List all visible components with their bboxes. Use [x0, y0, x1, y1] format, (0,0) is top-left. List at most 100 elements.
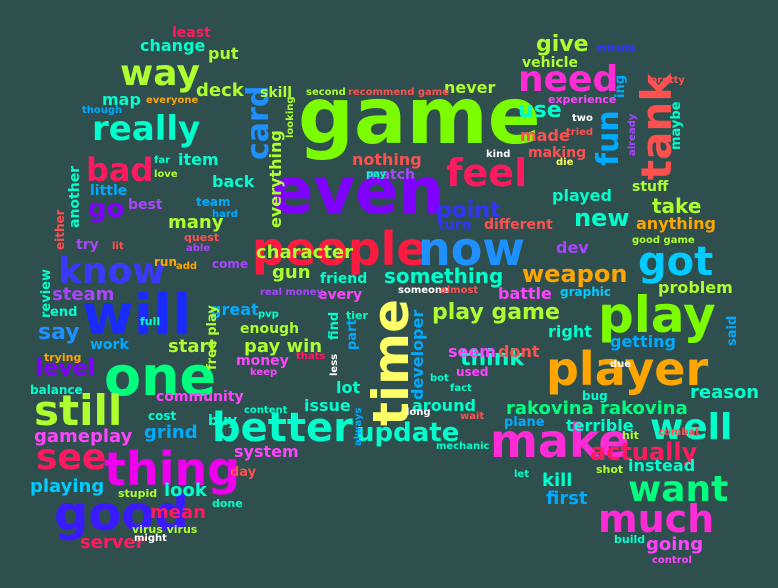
word: new: [574, 204, 630, 232]
word: system: [234, 442, 299, 461]
word: little: [90, 183, 128, 199]
word: match: [366, 167, 415, 183]
word: much: [598, 497, 715, 541]
word: around: [412, 396, 476, 415]
word: anything: [636, 214, 716, 233]
word: rakovina rakovina: [506, 398, 688, 419]
word: back: [212, 172, 255, 191]
word: quest: [184, 231, 219, 244]
word: point: [436, 198, 501, 223]
word: might: [134, 533, 167, 544]
word: part: [345, 319, 360, 350]
word: plane: [504, 415, 545, 430]
word: people: [252, 222, 428, 276]
word: everyone: [146, 95, 199, 106]
word: really: [92, 109, 201, 149]
word: make: [490, 414, 630, 468]
word: character: [256, 242, 354, 263]
word: played: [552, 186, 612, 205]
word: even: [270, 155, 445, 229]
word: find: [327, 311, 342, 340]
word: vehicle: [522, 55, 578, 71]
word: keep: [250, 367, 278, 378]
word: play game: [432, 300, 560, 325]
word: recommend game: [348, 87, 450, 98]
word: community: [156, 389, 244, 405]
word: lit: [112, 241, 124, 252]
word: go: [88, 194, 125, 224]
word: fun: [591, 110, 626, 166]
word: different: [484, 217, 553, 233]
word: will: [82, 283, 192, 348]
word: less: [329, 353, 340, 376]
word: pay win: [244, 336, 323, 357]
word: day: [230, 465, 257, 480]
word: team: [196, 195, 231, 209]
word: dev: [556, 238, 589, 257]
word: turn: [438, 217, 472, 233]
word: start: [168, 336, 217, 357]
word: good: [54, 486, 189, 542]
word: virus virus: [132, 523, 198, 536]
word: game: [298, 72, 541, 162]
word: experience: [548, 93, 617, 106]
word: though: [82, 105, 123, 116]
word: work: [90, 337, 129, 353]
word: second: [306, 87, 346, 98]
word: many: [168, 212, 224, 233]
word: deck: [196, 80, 244, 101]
word: reason: [690, 382, 760, 403]
word: used: [456, 365, 489, 379]
word: map: [102, 90, 141, 109]
word: full: [140, 315, 161, 328]
word: pvp: [258, 309, 279, 320]
word: want: [628, 469, 729, 510]
word: terrible: [566, 416, 634, 435]
word: balance: [30, 383, 83, 397]
word: maybe: [669, 101, 684, 150]
word: real money: [260, 287, 324, 298]
word: kind: [486, 149, 511, 160]
word: made: [520, 126, 570, 145]
word: one: [104, 345, 217, 408]
word: able: [186, 243, 211, 254]
word: developer: [408, 309, 427, 400]
word: nothing: [352, 150, 422, 169]
word: wait: [460, 411, 485, 422]
word: update: [356, 418, 460, 448]
word: end: [50, 305, 78, 320]
word: stuff: [632, 179, 669, 195]
word: every: [318, 287, 363, 303]
word: said: [725, 315, 740, 346]
word: let: [514, 469, 529, 480]
word: hit: [622, 429, 639, 442]
word: great: [210, 300, 259, 319]
word: play: [598, 286, 716, 344]
word: always: [353, 407, 364, 446]
word: review: [39, 269, 54, 318]
word: long: [406, 407, 431, 418]
word: everything: [266, 130, 285, 228]
word: almost: [440, 285, 479, 296]
word: now: [418, 222, 525, 276]
word: something: [384, 264, 504, 288]
word: fact: [450, 383, 472, 394]
word: combat: [658, 427, 700, 438]
word: bot: [430, 373, 449, 384]
word: first: [546, 488, 588, 509]
word: looking: [285, 96, 296, 138]
word: control: [652, 555, 692, 566]
word: minute: [596, 43, 636, 54]
word: feel: [446, 151, 528, 195]
word: item: [178, 150, 219, 169]
word: thats: [296, 351, 326, 362]
word: got: [638, 239, 714, 285]
word: issue: [304, 396, 351, 415]
word: content: [244, 405, 288, 416]
word: thing: [104, 442, 241, 496]
word: hard: [212, 209, 238, 220]
word: well: [650, 407, 733, 448]
word: shot: [596, 463, 624, 476]
word: seem: [448, 342, 496, 361]
